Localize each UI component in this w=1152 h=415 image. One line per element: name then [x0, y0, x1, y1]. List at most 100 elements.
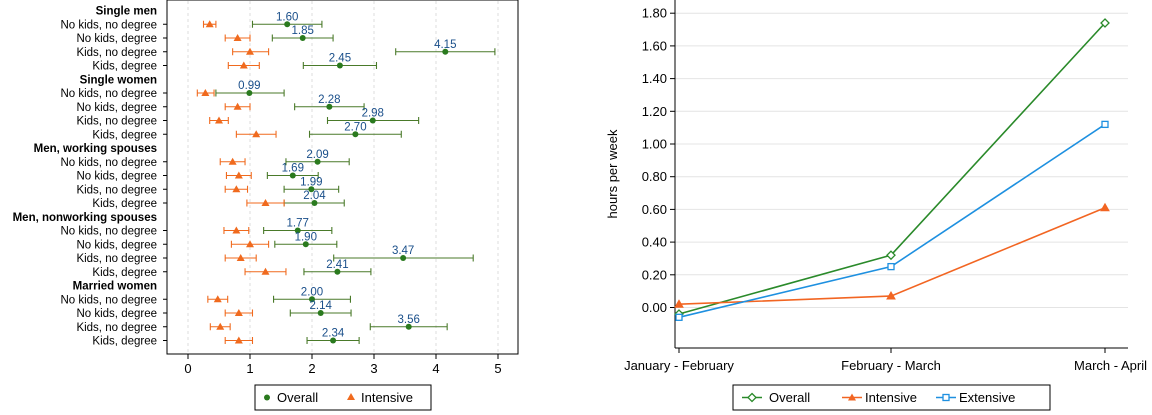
overall-value-label: 2.00 — [301, 286, 323, 298]
x-tick-label: 5 — [494, 361, 501, 376]
row-label: Kids, degree — [92, 198, 157, 210]
row-label: No kids, no degree — [60, 19, 157, 31]
x-tick-label: January - February — [624, 358, 734, 373]
overall-point — [317, 310, 324, 316]
group-label: Men, nonworking spouses — [13, 212, 157, 224]
overall-value-label: 2.14 — [309, 300, 332, 312]
x-tick-label: 2 — [308, 361, 315, 376]
intensive-point — [228, 157, 237, 165]
data-point-intensive — [674, 299, 684, 308]
overall-value-label: 2.98 — [362, 108, 384, 120]
group-label: Men, working spouses — [34, 143, 157, 155]
y-tick-label: 1.60 — [642, 38, 667, 53]
legend-overall-marker — [264, 394, 270, 401]
legend-marker-extensive — [942, 393, 950, 402]
intensive-point — [201, 89, 210, 96]
y-axis-label: hours per week — [605, 129, 620, 218]
overall-point — [334, 268, 341, 275]
y-tick-label: 0.80 — [642, 169, 667, 184]
group-label: Single men — [96, 6, 157, 18]
row-label: Kids, no degree — [76, 253, 157, 265]
overall-point — [309, 296, 315, 303]
intensive-point — [213, 295, 222, 303]
data-point-extensive — [675, 313, 683, 321]
row-label: No kids, no degree — [60, 88, 157, 100]
overall-value-label: 1.85 — [292, 25, 314, 37]
intensive-point — [261, 199, 270, 206]
intensive-point — [215, 116, 223, 124]
overall-point — [336, 62, 343, 69]
overall-value-label: 2.45 — [329, 53, 351, 65]
data-point-overall — [886, 250, 896, 261]
overall-value-label: 1.77 — [287, 218, 309, 230]
row-label: Kids, no degree — [76, 184, 157, 196]
legend-overall-label: Overall — [277, 390, 318, 405]
overall-value-label: 2.34 — [322, 328, 345, 340]
intensive-point — [234, 171, 243, 179]
overall-value-label: 3.56 — [398, 314, 420, 326]
legend-intensive-label: Intensive — [361, 390, 413, 405]
legend-marker-overall — [747, 392, 757, 403]
plot-area — [675, 0, 1128, 348]
overall-value-label: 2.28 — [318, 94, 340, 106]
row-label: Kids, no degree — [76, 322, 157, 334]
line-chart: 0.00 0.20 0.40 0.60 0.80 1.00 1.20 1.40 1.60 1.80… — [605, 0, 1147, 411]
x-tick-label: 0 — [184, 361, 191, 376]
intensive-point — [246, 47, 254, 55]
legend-intensive-marker — [347, 393, 355, 400]
row-label: No kids, degree — [76, 102, 157, 114]
overall-value-label: 1.60 — [276, 11, 298, 23]
overall-point — [311, 200, 318, 206]
x-tick-label: March - April — [1074, 358, 1147, 373]
overall-value-label: 0.99 — [238, 80, 260, 92]
data-point-extensive — [887, 262, 895, 271]
overall-point — [405, 323, 412, 330]
overall-point — [326, 103, 333, 110]
overall-point — [352, 131, 359, 138]
intensive-point — [252, 130, 261, 138]
row-label: No kids, degree — [76, 33, 157, 45]
legend-label-extensive: Extensive — [959, 390, 1015, 405]
y-tick-label: 1.00 — [642, 137, 667, 152]
overall-point — [442, 48, 449, 55]
row-label: No kids, no degree — [60, 157, 157, 169]
x-tick-label: 4 — [432, 361, 439, 376]
plot-area — [166, 0, 519, 355]
data-point-extensive — [1101, 120, 1109, 129]
y-tick-label: 0.20 — [642, 267, 667, 282]
intensive-point — [234, 336, 243, 344]
row-label: Kids, degree — [92, 336, 157, 348]
y-tick-label: 0.40 — [642, 235, 667, 250]
row-label: Kids, no degree — [76, 116, 157, 128]
data-point-intensive — [886, 291, 896, 300]
intensive-point — [216, 322, 225, 330]
legend-label-overall: Overall — [769, 390, 810, 405]
overall-point — [330, 337, 337, 344]
overall-point — [308, 186, 315, 193]
x-tick-label: 1 — [246, 361, 253, 376]
intensive-point — [233, 102, 242, 110]
row-label: Kids, degree — [92, 267, 157, 279]
overall-value-label: 2.70 — [344, 121, 366, 133]
intensive-point — [232, 185, 241, 193]
row-label: No kids, no degree — [60, 226, 157, 238]
intensive-point — [239, 61, 248, 69]
x-tick-label: 3 — [370, 361, 377, 376]
intensive-point — [236, 254, 245, 261]
overall-value-label: 1.99 — [300, 176, 322, 188]
row-label: Kids, degree — [92, 129, 157, 141]
legend — [732, 384, 1051, 411]
legend — [254, 384, 432, 411]
overall-value-label: 2.09 — [306, 149, 328, 161]
overall-point — [294, 227, 301, 234]
row-label: No kids, degree — [76, 171, 157, 183]
overall-value-label: 2.04 — [303, 190, 326, 202]
overall-point — [299, 35, 306, 41]
overall-point — [246, 90, 253, 96]
y-tick-label: 0.60 — [642, 202, 667, 217]
intensive-point — [233, 34, 242, 41]
overall-value-label: 4.15 — [434, 39, 456, 51]
intensive-point — [261, 267, 270, 275]
intensive-point — [232, 226, 241, 234]
row-label: No kids, degree — [76, 308, 157, 320]
